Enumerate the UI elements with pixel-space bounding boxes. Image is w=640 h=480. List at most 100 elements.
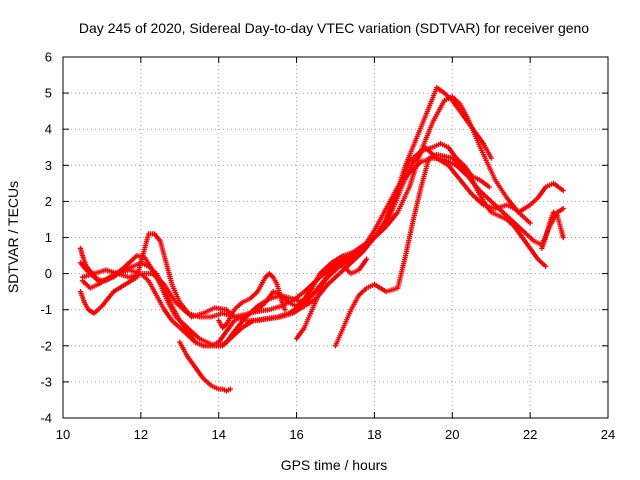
data-point <box>122 275 138 288</box>
data-point <box>426 152 438 161</box>
data-point <box>87 282 99 291</box>
series-track-9 <box>332 151 549 349</box>
series-track-10 <box>539 209 566 251</box>
x-axis-title: GPS time / hours <box>281 457 388 473</box>
data-point <box>208 382 220 391</box>
data-point <box>418 157 431 190</box>
data-point <box>486 184 492 190</box>
data-point <box>410 186 424 223</box>
data-point <box>511 224 524 239</box>
data-point <box>527 220 533 226</box>
data-point <box>227 308 236 320</box>
data-point <box>348 268 360 277</box>
data-point <box>169 281 182 304</box>
data-point <box>216 340 228 349</box>
data-point <box>488 155 494 161</box>
data-point <box>223 330 236 345</box>
data-point <box>177 317 190 333</box>
x-tick-label: 16 <box>289 427 303 442</box>
data-point <box>383 211 400 230</box>
data-point <box>81 299 90 311</box>
x-tick-label: 14 <box>211 427 225 442</box>
data-point <box>220 322 228 331</box>
data-point <box>560 187 566 194</box>
y-tick-label: -3 <box>40 374 52 389</box>
data-point <box>348 294 361 313</box>
data-point <box>519 213 532 225</box>
data-point <box>223 319 236 334</box>
data-point <box>476 177 491 189</box>
data-point <box>270 274 279 286</box>
y-tick-label: 2 <box>45 194 52 209</box>
data-point <box>177 325 189 337</box>
data-point <box>550 180 565 192</box>
data-point <box>325 272 341 288</box>
data-point <box>332 327 346 349</box>
data-point <box>387 186 404 219</box>
data-point <box>527 196 539 208</box>
y-tick-label: 4 <box>45 122 52 137</box>
data-point <box>138 260 150 269</box>
data-point <box>500 209 516 225</box>
data-point <box>239 297 251 306</box>
data-point <box>258 276 268 288</box>
data-point <box>255 297 271 309</box>
data-point <box>418 121 435 154</box>
data-point <box>227 386 233 392</box>
data-point <box>309 291 322 313</box>
data-point <box>441 95 453 103</box>
data-point <box>262 272 271 280</box>
data-point <box>457 177 474 196</box>
y-tick-label: 3 <box>45 158 52 173</box>
data-point <box>457 162 469 174</box>
data-point <box>317 273 330 295</box>
data-point <box>527 245 540 261</box>
y-tick-label: -2 <box>40 338 52 353</box>
data-point <box>146 278 159 297</box>
data-point <box>449 94 462 106</box>
y-tick-label: 5 <box>45 86 52 101</box>
data-point <box>140 233 151 259</box>
data-point <box>85 307 96 316</box>
data-point <box>488 209 500 218</box>
series-track-7 <box>177 339 233 394</box>
data-point <box>79 278 92 290</box>
data-point <box>515 203 532 215</box>
data-point <box>149 271 166 286</box>
data-point <box>223 387 232 394</box>
data-point <box>554 206 565 215</box>
data-point <box>364 282 376 291</box>
data-point <box>173 299 189 315</box>
data-point <box>438 141 450 149</box>
grid <box>63 57 608 418</box>
data-point <box>360 236 376 255</box>
x-tick-label: 10 <box>56 427 70 442</box>
data-point <box>457 101 470 120</box>
data-point <box>395 254 408 291</box>
data-point <box>473 133 486 156</box>
data-point <box>371 225 388 241</box>
data-point <box>371 207 388 233</box>
data-point <box>184 354 197 369</box>
data-point <box>348 250 364 266</box>
data-point <box>383 186 400 212</box>
data-point <box>356 258 369 273</box>
data-point <box>177 339 190 358</box>
data-point <box>293 326 306 342</box>
data-point <box>220 386 228 393</box>
data-point <box>371 281 388 294</box>
x-tick-label: 20 <box>445 427 459 442</box>
x-tick-label: 18 <box>367 427 381 442</box>
data-point <box>282 307 288 313</box>
data-point <box>535 256 547 268</box>
data-point <box>290 304 306 316</box>
data-point <box>504 195 520 214</box>
data-point <box>364 256 370 262</box>
data-point <box>550 209 559 218</box>
data-point <box>449 97 462 113</box>
data-point <box>531 238 543 247</box>
data-point <box>543 181 555 190</box>
data-point <box>465 115 478 138</box>
data-point <box>223 316 233 327</box>
